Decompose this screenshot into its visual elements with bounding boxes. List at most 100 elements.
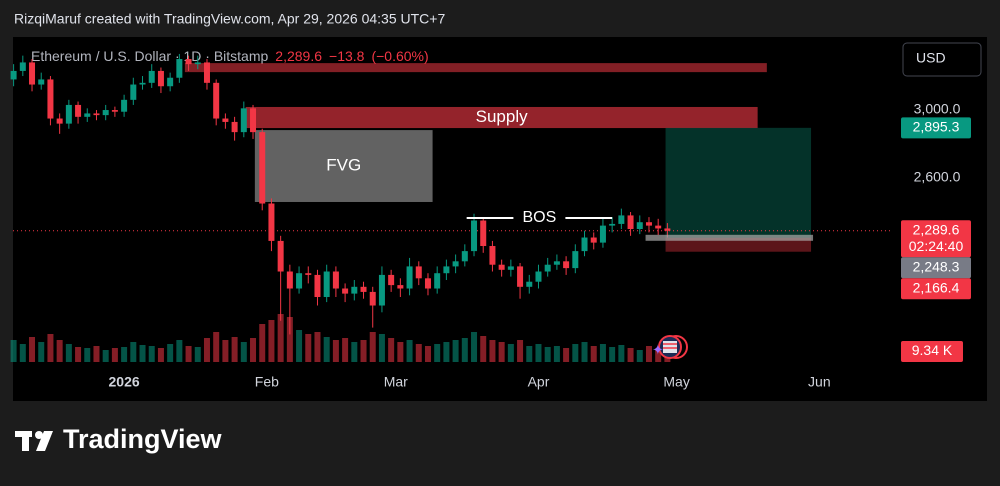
price-tag-countdown: 02:24:40: [909, 238, 964, 254]
candle-body: [240, 108, 247, 133]
volume-bar: [93, 346, 100, 362]
plot: Ethereum / U.S. Dollar · 1D · Bitstamp 2,…: [10, 48, 971, 390]
volume-bar: [286, 317, 293, 362]
volume-bar: [369, 332, 376, 362]
volume-bar: [185, 346, 192, 362]
candle-body: [213, 82, 220, 119]
candle-body: [84, 113, 91, 117]
volume-bar: [194, 347, 201, 362]
candle-body: [553, 261, 560, 265]
volume-bar: [360, 340, 367, 362]
volume-bar: [167, 344, 174, 362]
candle-body: [323, 271, 330, 298]
zone: [245, 106, 758, 129]
candle-body: [645, 222, 652, 226]
price-tag: [901, 117, 971, 139]
volume-bar: [627, 348, 634, 362]
volume-bar: [480, 336, 487, 362]
candle-body: [581, 237, 588, 252]
volume-bar: [222, 340, 229, 362]
volume-bar: [47, 334, 54, 362]
price-tag-label: 2,895.3: [913, 119, 960, 135]
candle-body: [19, 62, 26, 71]
candle-body: [203, 62, 210, 83]
candle-body: [231, 121, 238, 133]
candle-body: [148, 70, 155, 83]
candle-body: [314, 274, 321, 298]
candle-body: [167, 77, 174, 87]
candle-body: [176, 59, 183, 78]
candle-body: [286, 271, 293, 289]
price-tag-label: 2,166.4: [913, 279, 960, 295]
volume-bar: [553, 346, 560, 362]
header-text: RizqiMaruf created with TradingView.com,…: [14, 11, 445, 27]
volume-bar: [599, 344, 606, 362]
volume-bar: [102, 350, 109, 362]
price-tag: [901, 257, 971, 279]
volume-bar: [305, 334, 312, 362]
bos-label: BOS: [523, 209, 557, 226]
volume-bar: [148, 346, 155, 362]
candle-body: [75, 104, 82, 117]
price-change: −13.8: [329, 48, 365, 64]
legend: Ethereum / U.S. Dollar · 1D · Bitstamp 2,…: [31, 48, 429, 64]
svg-text:✦: ✦: [652, 342, 664, 358]
volume-bar: [424, 346, 431, 362]
candle-body: [194, 62, 201, 65]
candle-body: [655, 225, 662, 229]
candle-body: [47, 79, 54, 119]
zone-label: Supply: [476, 107, 528, 126]
candle-body: [618, 215, 625, 224]
candle-body: [424, 278, 431, 289]
candle-body: [489, 246, 496, 265]
volume-bar: [231, 337, 238, 362]
price-change-pct: (−0.60%): [371, 48, 428, 64]
candle-body: [102, 110, 109, 116]
volume-bar: [563, 348, 570, 362]
volume-bar: [443, 342, 450, 362]
candle-body: [185, 59, 192, 65]
candle-body: [415, 266, 422, 279]
volume-bar: [65, 344, 72, 362]
volume-bar: [240, 342, 247, 362]
event-icon: ✦: [652, 335, 688, 359]
symbol-title: Ethereum / U.S. Dollar · 1D · Bitstamp: [31, 48, 269, 64]
volume-bar: [507, 344, 514, 362]
volume-bar: [544, 347, 551, 362]
x-tick-label: Mar: [384, 374, 408, 390]
last-price: 2,289.6: [275, 48, 322, 64]
volume-bar: [434, 344, 441, 362]
volume-bar: [581, 342, 588, 362]
volume-bar: [609, 347, 616, 362]
volume-bar: [56, 340, 63, 362]
volume-bar: [535, 344, 542, 362]
currency-button[interactable]: [902, 42, 982, 77]
candle-body: [38, 79, 45, 85]
volume-bar: [38, 342, 45, 362]
candle-body: [544, 264, 551, 272]
candle-body: [406, 266, 413, 289]
chart-frame: [13, 37, 987, 401]
candle-body: [636, 222, 643, 230]
zone: [665, 127, 812, 238]
candle-body: [664, 228, 671, 231]
candle-body: [563, 261, 570, 269]
volume-bar: [645, 346, 652, 362]
candle-body: [29, 62, 36, 85]
candle-body: [360, 286, 367, 292]
x-tick-label: 2026: [109, 374, 140, 390]
candle-body: [507, 266, 514, 270]
volume-bar: [351, 342, 358, 362]
volume-bar: [655, 349, 662, 362]
volume-bar: [259, 324, 266, 362]
candle-body: [10, 70, 17, 80]
volume-bar: [296, 330, 303, 362]
volume-bar: [517, 340, 524, 362]
candle-body: [65, 104, 72, 124]
candle-body: [480, 220, 487, 247]
candle-body: [369, 291, 376, 306]
candle-body: [222, 118, 229, 122]
volume-bar: [618, 345, 625, 362]
volume-bar: [489, 340, 496, 362]
candle-body: [121, 99, 128, 112]
